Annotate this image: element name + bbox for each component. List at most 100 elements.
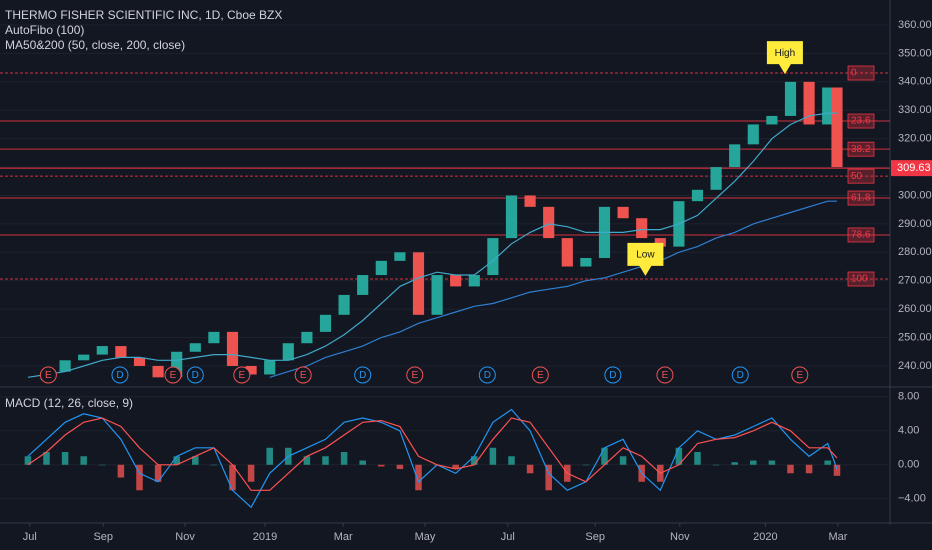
annotation-label: High	[775, 48, 796, 59]
candle	[394, 252, 406, 261]
y-tick-label: 360.00	[898, 19, 932, 31]
event-marker	[164, 366, 182, 384]
candle	[282, 343, 294, 361]
candle	[189, 343, 201, 352]
annotation-callout	[766, 41, 803, 75]
candle	[617, 206, 629, 219]
last-price-label: 309.63	[897, 162, 931, 174]
candle	[468, 275, 480, 287]
candle	[766, 115, 778, 125]
event-marker	[731, 366, 749, 384]
fib-label-box	[847, 65, 875, 81]
event-label: D	[737, 370, 744, 381]
candle	[375, 260, 387, 276]
x-tick-label: May	[415, 531, 436, 543]
histogram-bar	[359, 460, 366, 465]
event-label: E	[300, 370, 307, 381]
candle	[831, 87, 843, 168]
x-tick-label: Mar	[828, 531, 847, 543]
x-tick-label: Nov	[175, 531, 195, 543]
x-tick-label: 2020	[753, 531, 777, 543]
histogram-bar	[378, 464, 385, 467]
annotation-callout	[627, 242, 664, 276]
histogram-bar	[173, 456, 180, 465]
candle	[654, 238, 666, 247]
candle	[171, 351, 183, 378]
fib-label-box	[847, 190, 875, 206]
histogram-bar	[61, 452, 69, 465]
event-label: D	[192, 370, 199, 381]
fib-label: 23.6	[851, 116, 871, 127]
y-tick-label: 290.00	[898, 218, 932, 230]
candle	[487, 238, 499, 276]
histogram-bar	[731, 462, 738, 465]
candle	[115, 346, 127, 358]
candle	[561, 238, 573, 267]
candle	[784, 81, 797, 116]
x-tick-label: Jul	[23, 531, 37, 543]
candle	[245, 365, 257, 375]
histogram-bar	[489, 447, 497, 465]
event-marker	[186, 366, 204, 384]
indicator-label: AutoFibo (100)	[5, 23, 84, 37]
histogram-bar	[415, 464, 422, 491]
x-tick-label: Mar	[334, 531, 353, 543]
event-label: D	[484, 370, 491, 381]
candle	[319, 314, 332, 332]
candle	[803, 81, 815, 125]
histogram-bar	[526, 464, 534, 474]
event-marker	[791, 366, 809, 384]
y-tick-label: 270.00	[898, 275, 932, 287]
candle	[357, 275, 369, 295]
histogram-bar	[471, 456, 478, 465]
y-tick-label: 8.00	[898, 391, 919, 403]
candle	[412, 252, 425, 315]
event-label: D	[609, 370, 616, 381]
series-line	[27, 112, 837, 378]
series-line	[269, 200, 837, 378]
fib-label: 50	[851, 171, 863, 182]
histogram-bar	[508, 456, 515, 465]
event-marker	[656, 366, 674, 384]
y-tick-label: 240.00	[898, 360, 932, 372]
y-tick-label: 260.00	[898, 303, 932, 315]
event-label: E	[537, 370, 544, 381]
pane-title: MACD (12, 26, close, 9)	[5, 396, 133, 410]
y-tick-label: −4.00	[898, 493, 926, 505]
histogram-bar	[117, 464, 125, 478]
event-label: D	[116, 370, 123, 381]
fib-label-box	[847, 168, 875, 184]
histogram-bar	[99, 464, 106, 466]
candle	[301, 331, 313, 344]
histogram-bar	[601, 447, 608, 465]
histogram-bar	[582, 464, 590, 466]
x-tick-label: 2019	[253, 531, 277, 543]
histogram-bar	[452, 464, 459, 470]
x-tick-label: Sep	[585, 531, 605, 543]
x-tick-label: Sep	[93, 531, 113, 543]
y-tick-label: 300.00	[898, 189, 932, 201]
y-tick-label: 320.00	[898, 133, 932, 145]
fib-label-box	[847, 113, 875, 129]
event-marker	[531, 366, 549, 384]
histogram-bar	[247, 464, 255, 482]
y-tick-label: 0.00	[898, 459, 919, 471]
event-label: D	[359, 370, 366, 381]
histogram-bar	[787, 464, 794, 474]
histogram-bar	[154, 464, 162, 482]
histogram-bar	[43, 452, 50, 465]
fib-label-box	[847, 141, 875, 157]
candle	[264, 360, 276, 375]
x-tick-label: Jul	[501, 531, 515, 543]
histogram-bar	[545, 464, 552, 491]
candle	[208, 331, 220, 344]
event-marker	[604, 366, 622, 384]
candle	[133, 357, 146, 366]
candle	[431, 275, 443, 315]
candle	[450, 275, 462, 287]
histogram-bar	[80, 456, 87, 465]
event-marker	[354, 366, 372, 384]
chart-title: THERMO FISHER SCIENTIFIC INC, 1D, Cboe B…	[5, 8, 282, 22]
